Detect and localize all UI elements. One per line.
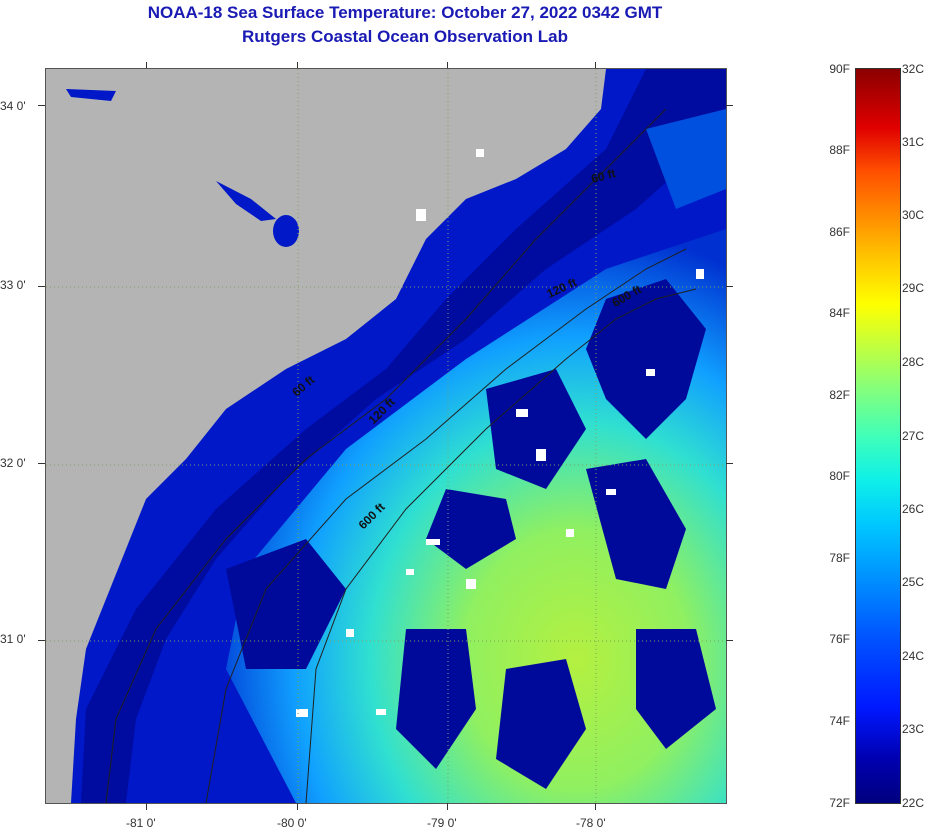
lat-label: 34 0' [0, 99, 26, 113]
colorbar-label-c: 30C [902, 208, 925, 222]
lat-tick [726, 286, 733, 287]
lon-tick [595, 62, 596, 68]
lake-waccamaw [66, 89, 116, 101]
lake-marion [273, 215, 299, 247]
lat-label: 31 0' [0, 632, 26, 646]
colorbar-label-c: 29C [902, 281, 925, 295]
land-area [46, 69, 606, 803]
bathymetry-contours [105, 108, 697, 803]
colorbar-label-c: 31C [902, 135, 925, 149]
colorbar-label-c: 32C [902, 62, 925, 76]
lon-label: -81 0' [126, 816, 156, 830]
colorbar-label-f: 80F [829, 469, 850, 483]
colorbar-label-f: 72F [829, 796, 850, 810]
cold-patch-8 [636, 629, 716, 749]
cold-patch-7 [496, 659, 586, 789]
lon-tick [595, 803, 596, 810]
colorbar-label-c: 22C [902, 796, 925, 810]
lon-tick [297, 62, 298, 68]
colorbar-label-f: 88F [829, 143, 850, 157]
lon-label: -80 0' [277, 816, 307, 830]
lon-tick [447, 803, 448, 810]
lat-tick [38, 463, 45, 464]
colorbar-label-f: 74F [829, 714, 850, 728]
colorbar-label-f: 84F [829, 306, 850, 320]
lon-label: -79 0' [427, 816, 457, 830]
lat-tick [38, 640, 45, 641]
colorbar-label-c: 25C [902, 575, 925, 589]
lon-tick [146, 62, 147, 68]
offshore-patch [646, 109, 726, 209]
graticule [46, 69, 726, 803]
lat-tick [38, 105, 45, 106]
cloud-mask [296, 149, 704, 717]
lat-tick [726, 640, 733, 641]
colorbar-label-f: 86F [829, 225, 850, 239]
colorbar-label-c: 27C [902, 429, 925, 443]
cold-patch-2 [486, 369, 586, 489]
lon-label: -78 0' [576, 816, 606, 830]
colorbar-label-f: 82F [829, 388, 850, 402]
lat-tick [726, 463, 733, 464]
map-title: NOAA-18 Sea Surface Temperature: October… [147, 3, 663, 22]
river-channel [216, 181, 276, 221]
sst-map: 60 ft 120 ft 600 ft 60 ft 120 ft 600 ft [45, 68, 727, 804]
map-subtitle: Rutgers Coastal Ocean Observation Lab [242, 27, 568, 46]
colorbar-label-c: 26C [902, 502, 925, 516]
lon-tick [447, 62, 448, 68]
colorbar-label-c: 23C [902, 722, 925, 736]
coastal-cold-band [81, 69, 726, 803]
lat-label: 33 0' [0, 278, 26, 292]
lat-label: 32 0' [0, 456, 26, 470]
colorbar-label-c: 24C [902, 649, 925, 663]
temperature-colorbar [855, 68, 901, 804]
lat-tick [726, 105, 733, 106]
lon-tick [146, 803, 147, 810]
colorbar-label-c: 28C [902, 355, 925, 369]
lon-tick [297, 803, 298, 810]
colorbar-label-f: 90F [829, 62, 850, 76]
cold-patch-6 [396, 629, 476, 769]
colorbar-label-f: 78F [829, 551, 850, 565]
lat-tick [38, 286, 45, 287]
cold-patch-5 [226, 539, 346, 669]
sst-map-canvas [46, 69, 726, 803]
colorbar-label-f: 76F [829, 632, 850, 646]
